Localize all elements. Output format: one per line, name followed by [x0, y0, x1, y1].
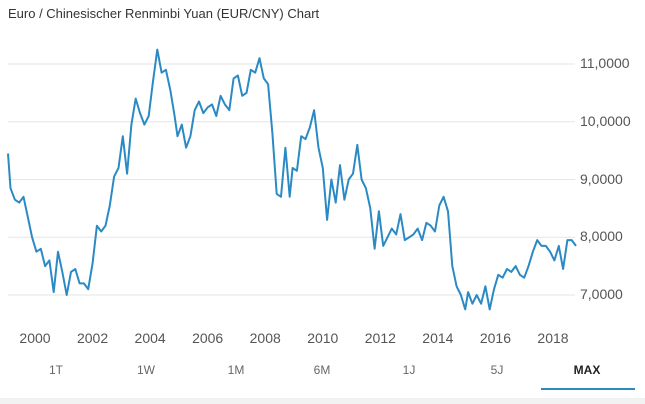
active-tab-indicator — [541, 388, 635, 390]
x-tick-label: 2000 — [19, 330, 51, 346]
tab-max[interactable]: MAX — [573, 363, 601, 377]
tab-1w[interactable]: 1W — [137, 363, 155, 377]
price-line — [7, 48, 577, 311]
line-chart[interactable] — [0, 0, 645, 330]
tab-1t[interactable]: 1T — [48, 363, 64, 377]
chart-title: Euro / Chinesischer Renminbi Yuan (EUR/C… — [8, 6, 320, 21]
range-tabs: 1T 1W 1M 6M 1J 5J MAX — [0, 355, 645, 390]
x-tick-label: 2008 — [249, 330, 281, 346]
y-tick-label: 11,0000 — [580, 55, 630, 71]
x-tick-label: 2006 — [192, 330, 224, 346]
x-tick-label: 2016 — [479, 330, 512, 346]
x-tick-label: 2002 — [76, 330, 109, 346]
y-tick-label: 7,0000 — [580, 286, 623, 302]
tab-1j[interactable]: 1J — [402, 363, 416, 377]
tab-1m[interactable]: 1M — [227, 363, 245, 377]
tab-5j[interactable]: 5J — [490, 363, 504, 377]
x-tick-label: 2014 — [422, 330, 454, 346]
bottom-divider — [0, 398, 645, 404]
x-tick-label: 2018 — [537, 330, 569, 346]
y-tick-label: 9,0000 — [580, 170, 623, 187]
y-tick-label: 8,0000 — [580, 228, 623, 245]
tab-6m[interactable]: 6M — [313, 363, 331, 377]
x-tick-label: 2012 — [364, 330, 396, 346]
y-tick-label: 10,0000 — [580, 112, 631, 129]
x-tick-label: 2004 — [134, 330, 166, 346]
x-tick-label: 2010 — [307, 330, 339, 346]
